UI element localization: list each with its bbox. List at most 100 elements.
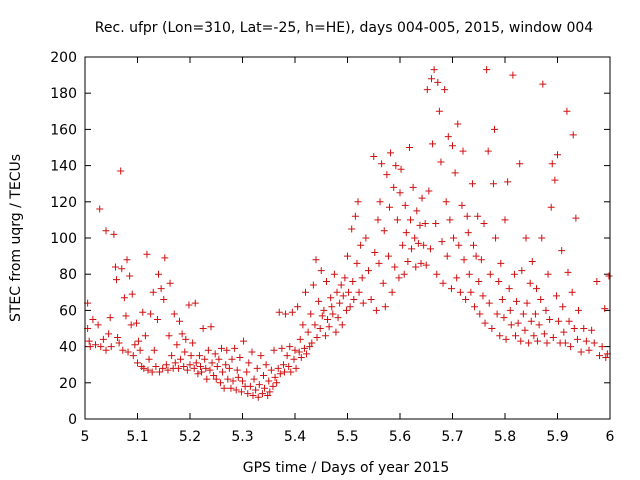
data-point — [359, 299, 367, 307]
data-point — [507, 321, 515, 329]
data-point — [339, 292, 347, 300]
data-point — [378, 160, 386, 168]
data-point — [135, 337, 143, 345]
data-point — [126, 272, 134, 280]
x-tick-label: 5.9 — [546, 429, 568, 445]
data-point — [328, 303, 336, 311]
data-point — [192, 359, 200, 367]
data-point — [380, 227, 388, 235]
data-point — [605, 272, 613, 280]
data-point — [198, 368, 206, 376]
data-point — [345, 288, 353, 296]
data-point — [252, 386, 260, 394]
data-point — [329, 310, 337, 318]
data-point — [317, 267, 325, 275]
data-point — [479, 292, 487, 300]
data-point — [153, 315, 161, 323]
data-point — [244, 390, 252, 398]
data-point — [442, 198, 450, 206]
data-point — [94, 321, 102, 329]
data-point — [401, 201, 409, 209]
data-point — [349, 277, 357, 285]
data-point — [208, 359, 216, 367]
data-point — [178, 330, 186, 338]
data-point — [434, 78, 442, 86]
data-point — [370, 153, 378, 161]
x-tick-label: 5 — [81, 429, 90, 445]
data-point — [460, 256, 468, 264]
data-point — [355, 288, 363, 296]
data-point — [197, 363, 204, 371]
data-point — [527, 317, 535, 325]
data-point — [575, 306, 582, 314]
data-point — [463, 212, 471, 220]
data-point — [233, 366, 241, 374]
y-axis-label: STEC from uqrg / TECUs — [8, 154, 24, 322]
data-point — [552, 292, 560, 300]
data-point — [186, 361, 194, 369]
data-point — [397, 165, 405, 173]
data-point — [374, 216, 382, 224]
data-point — [498, 296, 506, 304]
data-point — [435, 107, 443, 115]
y-tick-label: 140 — [50, 159, 77, 175]
data-point — [518, 267, 526, 275]
data-point — [590, 339, 598, 347]
data-point — [383, 171, 391, 179]
data-point — [565, 317, 573, 325]
y-tick-label: 60 — [59, 303, 77, 319]
data-point — [204, 346, 212, 354]
data-point — [162, 361, 170, 369]
data-point — [110, 230, 118, 238]
data-point — [96, 205, 104, 213]
data-point — [171, 359, 179, 367]
data-point — [240, 337, 248, 345]
data-point — [145, 355, 153, 363]
data-point — [474, 212, 482, 220]
data-point — [213, 363, 221, 371]
data-point — [543, 339, 551, 347]
data-point — [173, 341, 181, 349]
data-point — [168, 352, 176, 360]
data-point — [334, 314, 342, 322]
chart-title: Rec. ufpr (Lon=310, Lat=-25, h=HE), days… — [95, 20, 594, 36]
data-point — [215, 355, 223, 363]
data-point — [580, 325, 588, 332]
data-point — [159, 364, 167, 372]
data-point — [231, 344, 239, 352]
data-point — [318, 312, 326, 320]
data-point — [449, 142, 456, 150]
data-point — [412, 263, 420, 271]
data-point — [300, 344, 308, 352]
data-point — [210, 372, 218, 380]
plot-frame — [84, 56, 611, 420]
data-point — [405, 144, 413, 151]
data-point — [134, 359, 141, 367]
data-point — [496, 332, 504, 340]
data-point — [568, 288, 576, 296]
data-point — [535, 321, 543, 329]
data-point — [485, 299, 493, 307]
data-point — [367, 296, 375, 304]
data-point — [122, 312, 130, 320]
data-point — [157, 285, 165, 293]
data-point — [264, 391, 272, 399]
data-point — [227, 384, 235, 392]
data-point — [124, 348, 132, 356]
data-point — [563, 107, 571, 115]
data-point — [348, 225, 356, 233]
x-tick-label: 5.4 — [284, 429, 306, 445]
data-point — [510, 270, 518, 278]
data-point — [420, 241, 428, 249]
data-point — [106, 314, 114, 322]
data-point — [265, 377, 273, 385]
data-point — [220, 384, 228, 392]
data-point — [107, 343, 115, 351]
data-point — [86, 343, 94, 351]
data-point — [190, 364, 198, 372]
data-point — [292, 364, 300, 372]
data-point — [396, 189, 404, 197]
data-point — [468, 180, 476, 188]
data-point — [212, 375, 220, 383]
data-point — [509, 71, 517, 79]
